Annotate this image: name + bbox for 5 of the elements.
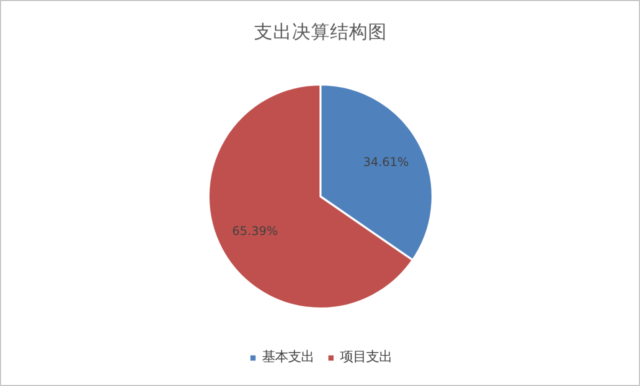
chart-title: 支出决算结构图: [254, 22, 387, 43]
data-label: 34.61%: [363, 155, 409, 170]
legend-label: 基本支出: [262, 348, 314, 366]
legend-label: 项目支出: [340, 348, 392, 366]
data-label: 65.39%: [232, 224, 278, 238]
